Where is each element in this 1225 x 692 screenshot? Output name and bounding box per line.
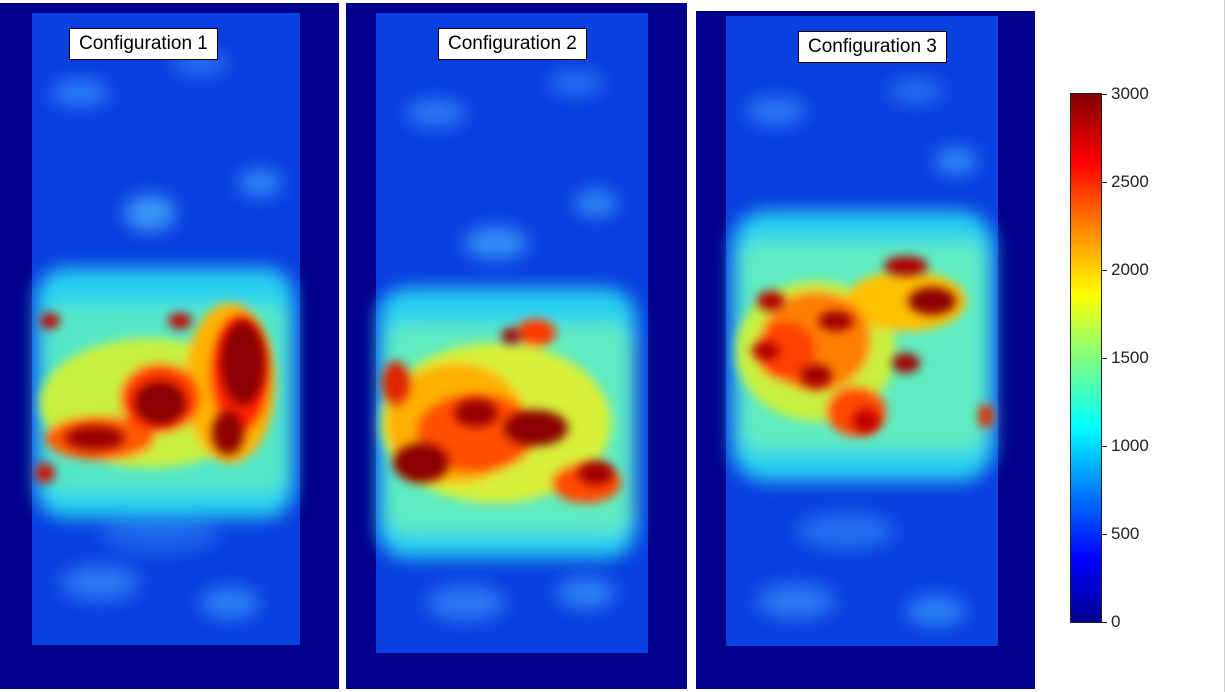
heatmap-image-2 (346, 3, 687, 689)
colorbar-tick (1101, 534, 1107, 535)
colorbar-tick-label: 3000 (1111, 84, 1149, 103)
panel-label-3: Configuration 3 (798, 31, 947, 63)
heatmap-panel-3: Configuration 3 (696, 11, 1035, 689)
panel-label-1: Configuration 1 (69, 28, 218, 60)
colorbar-tick-label: 0 (1111, 612, 1121, 631)
colorbar-tick-label: 1500 (1111, 348, 1149, 367)
colorbar-tick-label: 1000 (1111, 436, 1149, 455)
colorbar-tick-label: 500 (1111, 524, 1140, 543)
colorbar-tick-label: 2500 (1111, 172, 1149, 191)
heatmap-panel-1: Configuration 1 (0, 3, 339, 689)
colorbar-tick (1101, 182, 1107, 183)
colorbar-tick (1101, 270, 1107, 271)
colorbar-tick (1101, 622, 1107, 623)
heatmap-image-1 (0, 3, 339, 689)
colorbar-tick (1101, 358, 1107, 359)
colorbar (1070, 93, 1102, 623)
heatmap-panel-2: Configuration 2 (346, 3, 687, 689)
colorbar-tick (1101, 94, 1107, 95)
panel-label-2: Configuration 2 (438, 28, 587, 60)
colorbar-tick-label: 2000 (1111, 260, 1149, 279)
heatmap-image-3 (696, 11, 1035, 689)
colorbar-tick (1101, 446, 1107, 447)
